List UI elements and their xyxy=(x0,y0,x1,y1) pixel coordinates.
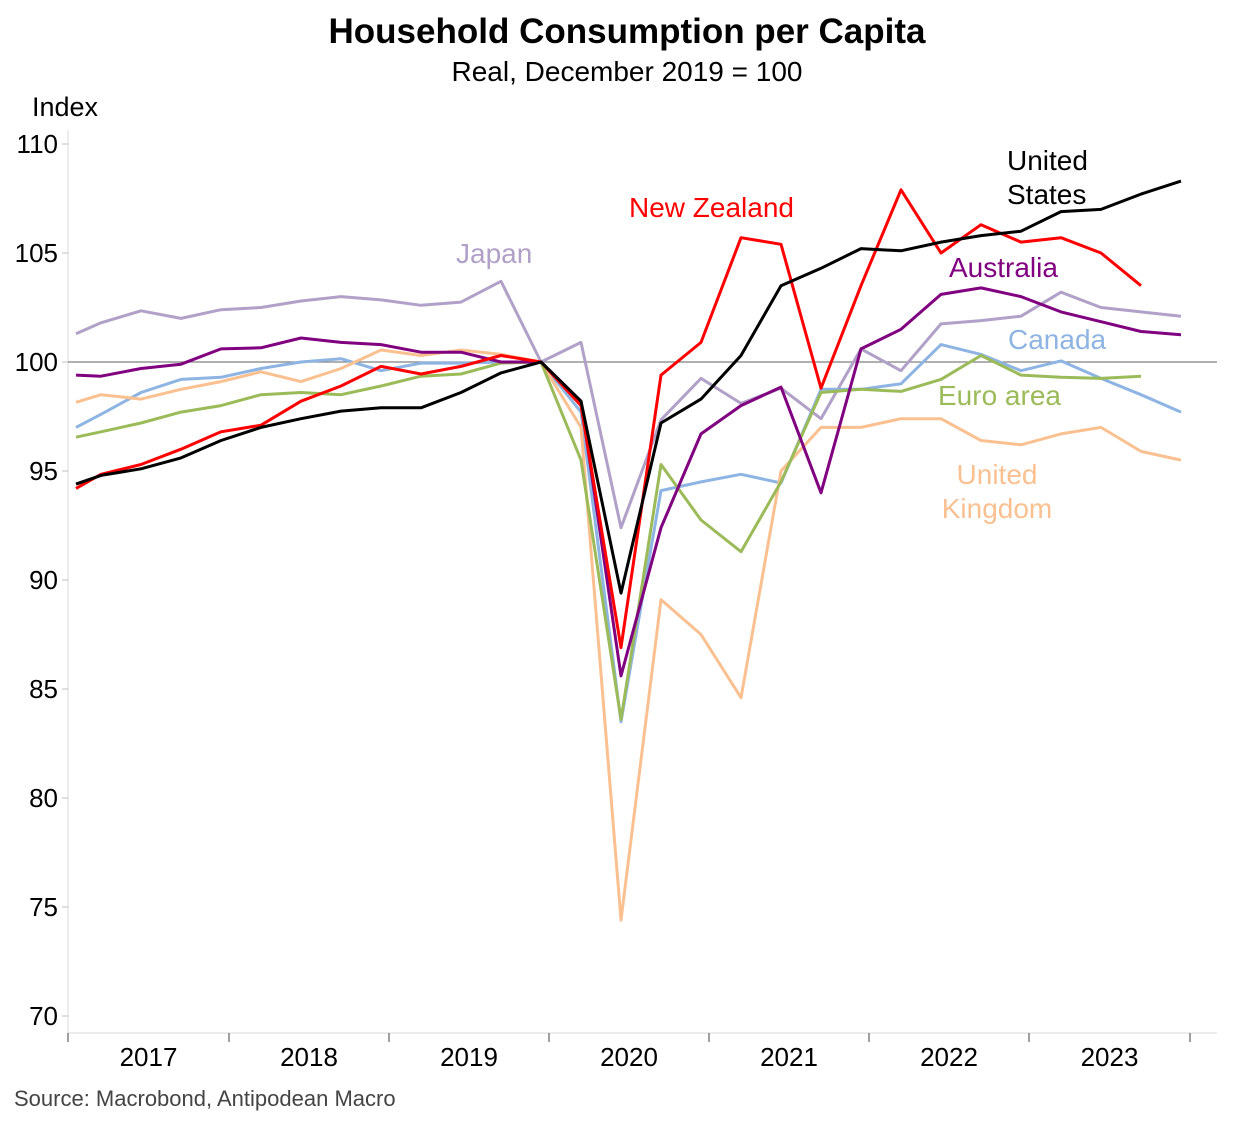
y-tick-label: 75 xyxy=(29,892,58,922)
series-line-australia xyxy=(75,286,1182,678)
series-line-united-kingdom xyxy=(75,348,1182,922)
y-tick-label: 90 xyxy=(29,565,58,595)
series-label-new-zealand: New Zealand xyxy=(629,192,794,223)
x-tick-label: 2022 xyxy=(920,1042,978,1072)
series-lines xyxy=(75,179,1182,922)
y-tick-label: 100 xyxy=(15,347,58,377)
x-tick-label: 2017 xyxy=(120,1042,178,1072)
source-note: Source: Macrobond, Antipodean Macro xyxy=(14,1086,396,1111)
series-label-canada: Canada xyxy=(1008,324,1107,355)
x-tick-label: 2021 xyxy=(760,1042,818,1072)
series-label-united-states: United xyxy=(1007,145,1088,176)
chart-title: Household Consumption per Capita xyxy=(329,12,926,51)
y-tick-label: 80 xyxy=(29,783,58,813)
y-axis-label: Index xyxy=(32,92,99,122)
y-tick-label: 85 xyxy=(29,674,58,704)
series-line-united-states xyxy=(75,179,1182,595)
series-label-united-states: States xyxy=(1007,179,1086,210)
y-tick-label: 95 xyxy=(29,456,58,486)
series-label-euro-area: Euro area xyxy=(938,380,1061,411)
x-tick-label: 2018 xyxy=(280,1042,338,1072)
series-line-euro-area xyxy=(75,354,1142,721)
series-label-australia: Australia xyxy=(949,252,1058,283)
x-tick-label: 2019 xyxy=(440,1042,498,1072)
series-label-united-kingdom: Kingdom xyxy=(942,493,1053,524)
x-tick-label: 2023 xyxy=(1081,1042,1139,1072)
x-tick-label: 2020 xyxy=(600,1042,658,1072)
series-line-japan xyxy=(75,279,1182,530)
y-tick-label: 110 xyxy=(17,129,58,159)
y-tick-label: 105 xyxy=(15,238,58,268)
y-tick-label: 70 xyxy=(29,1001,58,1031)
series-label-japan: Japan xyxy=(456,238,532,269)
series-line-canada xyxy=(75,343,1182,724)
chart-subtitle: Real, December 2019 = 100 xyxy=(452,56,803,87)
series-label-united-kingdom: United xyxy=(957,459,1038,490)
axes: 110 105 100 95 90 85 80 75 70 2017 2018 2019 2020 202… xyxy=(15,129,1217,1072)
